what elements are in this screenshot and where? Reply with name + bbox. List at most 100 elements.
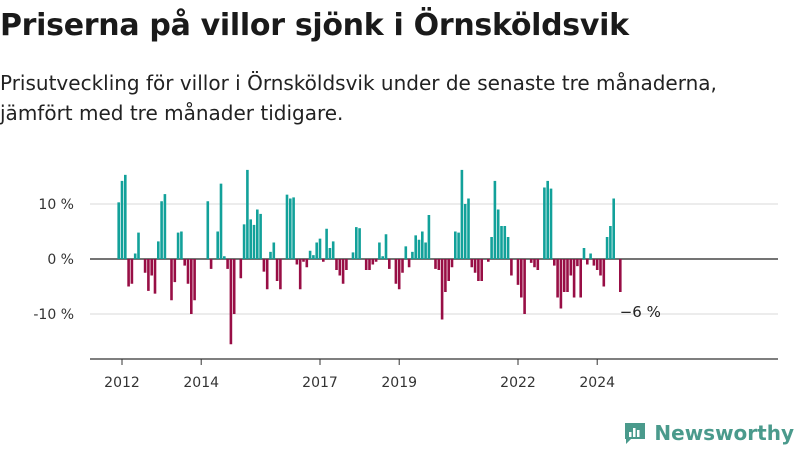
- bar: [463, 204, 467, 259]
- bar: [246, 169, 249, 259]
- bar: [130, 259, 134, 284]
- bar: [520, 259, 523, 298]
- bar: [619, 259, 622, 292]
- bar: [529, 259, 533, 263]
- bar: [506, 237, 510, 259]
- bar: [582, 248, 586, 259]
- bar: [566, 259, 569, 292]
- bar: [160, 201, 163, 259]
- bar: [216, 231, 219, 259]
- bar: [157, 241, 160, 259]
- bar: [470, 259, 474, 268]
- x-tick-label: 2014: [183, 375, 219, 391]
- bar: [536, 259, 540, 270]
- bar: [173, 259, 177, 283]
- bar: [381, 256, 384, 259]
- bar: [368, 259, 371, 270]
- x-tick-label: 2019: [381, 375, 417, 391]
- bar: [229, 259, 233, 345]
- bar: [289, 198, 292, 259]
- x-tick-label: 2022: [500, 375, 536, 391]
- bars: [117, 169, 622, 345]
- bar: [424, 242, 427, 259]
- bar: [572, 259, 576, 298]
- bar: [124, 174, 127, 259]
- bar: [546, 180, 549, 259]
- bar: [338, 259, 342, 276]
- bar: [305, 259, 309, 268]
- bar: [559, 259, 563, 309]
- bar: [259, 213, 262, 259]
- bar: [328, 248, 332, 259]
- bar: [579, 259, 582, 298]
- bar: [411, 251, 414, 259]
- bar: [460, 169, 464, 259]
- bar: [176, 232, 180, 259]
- bar: [586, 259, 589, 265]
- bar: [170, 259, 173, 301]
- bar: [249, 219, 252, 259]
- bar: [440, 259, 444, 320]
- bar: [503, 226, 507, 259]
- x-axis-ticks: 2012 2014 2017 2019 2022 2024: [104, 359, 615, 391]
- bar: [543, 187, 546, 259]
- bar: [467, 198, 470, 259]
- bar: [308, 250, 312, 259]
- bar: [265, 259, 269, 290]
- bar: [427, 215, 431, 259]
- bar: [490, 237, 493, 259]
- bar: [533, 259, 536, 268]
- y-axis-ticks: 10 % 0 % -10 %: [33, 197, 74, 323]
- bar: [232, 259, 236, 314]
- newsworthy-logo-icon: [625, 423, 646, 444]
- bar: [434, 259, 437, 269]
- bar: [589, 253, 592, 259]
- bar: [510, 259, 513, 276]
- bar: [226, 259, 229, 269]
- chart-subtitle: Prisutveckling för villor i Örnsköldsvik…: [0, 71, 717, 125]
- bar: [355, 227, 358, 259]
- bar: [163, 194, 167, 259]
- newsworthy-logo: Newsworthy: [622, 420, 794, 446]
- bar: [609, 226, 612, 259]
- bar: [516, 259, 520, 285]
- bar: [318, 238, 322, 259]
- bar: [298, 259, 302, 290]
- bar: [388, 259, 391, 269]
- y-tick-label: 10 %: [38, 197, 74, 213]
- chart-title: Priserna på villor sjönk i Örnsköldsvik: [0, 8, 629, 43]
- bar: [190, 259, 193, 314]
- bar: [285, 194, 289, 259]
- bar: [562, 259, 566, 292]
- bar: [351, 252, 355, 259]
- bar: [612, 198, 615, 259]
- bar: [605, 237, 609, 259]
- x-tick-label: 2012: [104, 375, 140, 391]
- grid-lines: [90, 203, 778, 315]
- x-tick-label: 2024: [579, 375, 615, 391]
- bar: [556, 259, 559, 298]
- y-tick-label: -10 %: [33, 307, 74, 323]
- bar: [437, 259, 441, 270]
- bar: [404, 246, 408, 259]
- bar: [414, 235, 417, 259]
- bar: [153, 259, 157, 294]
- bar: [454, 231, 457, 259]
- bar: [345, 259, 348, 270]
- bar: [302, 259, 305, 262]
- bar: [262, 259, 266, 272]
- bar: [493, 180, 497, 259]
- bar: [295, 259, 299, 265]
- bar: [394, 259, 398, 284]
- bar: [592, 259, 596, 266]
- bar: [147, 259, 150, 291]
- bar: [223, 256, 226, 259]
- brand-name: Newsworthy: [654, 421, 794, 445]
- bar: [480, 259, 483, 281]
- bar: [473, 259, 477, 273]
- bar: [595, 259, 599, 270]
- bar: [193, 259, 196, 301]
- bar: [500, 226, 503, 259]
- bar: [272, 242, 276, 259]
- bar: [553, 259, 556, 266]
